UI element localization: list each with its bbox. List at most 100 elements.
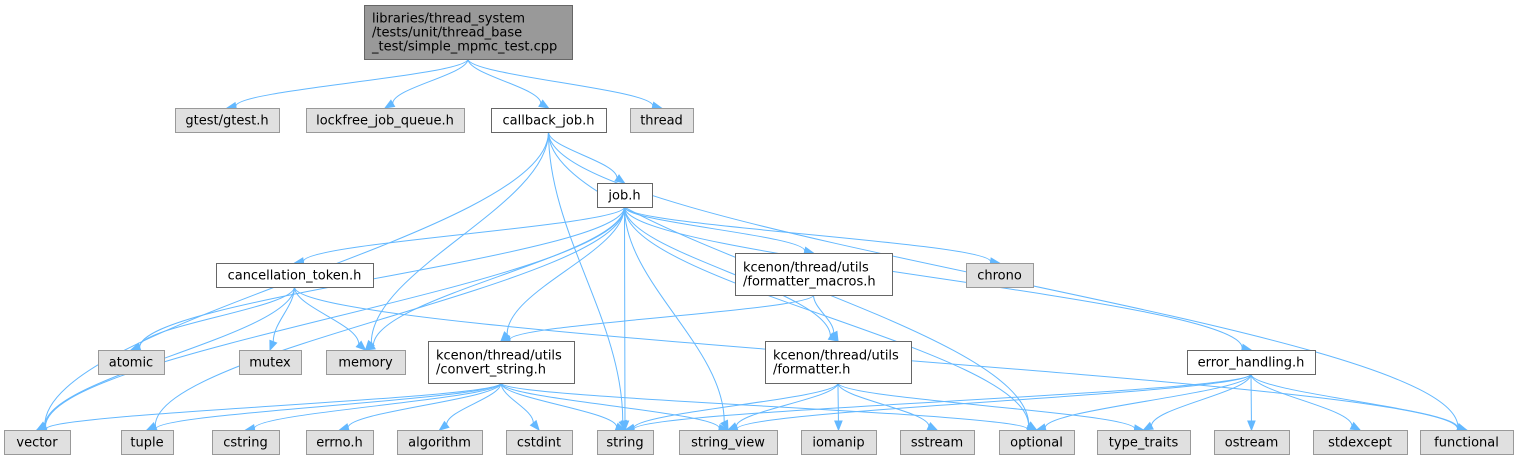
- node-label-atomic-0: atomic: [109, 356, 153, 371]
- node-label-callback-0: callback_job.h: [503, 114, 595, 129]
- edge-convert-to-tuple: [145, 382, 502, 434]
- node-box-cstring: [212, 430, 280, 455]
- node-errh[interactable]: error_handling.h: [1187, 350, 1316, 375]
- node-label-tuple-0: tuple: [130, 436, 163, 451]
- node-label-errno-0: errno.h: [316, 436, 363, 451]
- edge-job-to-cancel: [293, 206, 625, 266]
- edge-job-to-memory: [364, 206, 625, 351]
- edge-convert-to-vector: [35, 382, 502, 434]
- node-gtest: gtest/gtest.h: [175, 108, 280, 133]
- node-box-chrono: [966, 263, 1034, 288]
- node-box-algorithm: [397, 430, 483, 455]
- node-label-gtest-0: gtest/gtest.h: [185, 114, 268, 129]
- node-label-convert-1: /convert_string.h: [436, 363, 546, 378]
- edge-convert-to-cstring: [244, 382, 502, 433]
- node-label-stdexcept-0: stdexcept: [1328, 436, 1392, 451]
- node-label-sstream-0: sstream: [911, 436, 963, 451]
- node-atomic: atomic: [98, 350, 165, 375]
- node-box-string: [597, 430, 654, 455]
- node-box-tuple: [121, 430, 174, 455]
- edge-formatter-to-iomanip: [834, 382, 843, 432]
- node-cstdint: cstdint: [506, 430, 573, 455]
- edge-convert-to-algorithm: [438, 382, 502, 431]
- node-label-fmtmacros-1: /formatter_macros.h: [743, 275, 876, 290]
- node-label-type_traits-0: type_traits: [1109, 436, 1179, 451]
- node-convert[interactable]: kcenon/thread/utils/convert_string.h: [428, 341, 575, 384]
- node-label-root-2: _test/simple_mpmc_test.cpp: [371, 40, 557, 55]
- edge-cancel-to-atomic: [129, 286, 295, 351]
- node-box-stdexcept: [1313, 430, 1408, 455]
- node-callback[interactable]: callback_job.h: [491, 108, 607, 133]
- node-box-vector: [4, 430, 71, 455]
- node-label-convert-0: kcenon/thread/utils: [436, 349, 562, 364]
- edge-root-to-callback: [467, 58, 550, 109]
- edge-callback-to-string: [548, 131, 627, 432]
- edge-errh-to-stdexcept: [1250, 373, 1362, 431]
- node-box-root: [364, 5, 573, 60]
- node-string_view: string_view: [679, 430, 778, 455]
- node-box-sstream: [900, 430, 975, 455]
- node-algorithm: algorithm: [397, 430, 483, 455]
- edge-formatter-to-string: [623, 382, 839, 433]
- node-label-functional-0: functional: [1434, 436, 1499, 451]
- edge-root-to-lockfree: [383, 58, 469, 109]
- node-functional: functional: [1420, 430, 1514, 455]
- node-box-gtest: [175, 108, 280, 133]
- node-box-ostream: [1214, 430, 1290, 455]
- node-optional: optional: [999, 430, 1075, 455]
- node-lockfree: lockfree_job_queue.h: [306, 108, 465, 133]
- node-box-errno: [306, 430, 374, 455]
- node-label-cancel-0: cancellation_token.h: [228, 269, 362, 284]
- node-type_traits: type_traits: [1097, 430, 1191, 455]
- edge-formatter-to-sstream: [837, 382, 939, 431]
- node-label-cstdint-0: cstdint: [517, 436, 561, 451]
- edge-cancel-to-memory: [294, 286, 367, 351]
- node-label-chrono-0: chrono: [977, 269, 1022, 284]
- edge-root-to-gtest: [225, 58, 469, 111]
- node-label-vector-0: vector: [16, 436, 58, 451]
- node-box-iomanip: [801, 430, 877, 455]
- node-box-formatter: [765, 341, 912, 384]
- node-label-root-1: /tests/unit/thread_base: [372, 26, 522, 41]
- node-box-callback: [491, 108, 607, 133]
- node-box-optional: [999, 430, 1075, 455]
- node-cancel[interactable]: cancellation_token.h: [216, 263, 374, 288]
- edge-job-to-convert: [500, 206, 625, 342]
- node-thread: thread: [630, 108, 694, 133]
- node-box-memory: [326, 350, 406, 375]
- edge-fmtmacros-to-convert: [499, 294, 814, 344]
- node-box-convert: [428, 341, 575, 384]
- node-job[interactable]: job.h: [597, 183, 653, 208]
- node-chrono: chrono: [966, 263, 1034, 288]
- edge-root-to-thread: [467, 58, 663, 110]
- node-label-formatter-0: kcenon/thread/utils: [773, 349, 899, 364]
- node-box-atomic: [98, 350, 165, 375]
- edge-errh-to-type_traits: [1142, 373, 1252, 431]
- node-root[interactable]: libraries/thread_system/tests/unit/threa…: [364, 5, 573, 60]
- node-box-lockfree: [306, 108, 465, 133]
- edge-job-to-fmtmacros: [624, 206, 815, 255]
- node-label-mutex-0: mutex: [249, 356, 291, 371]
- node-fmtmacros[interactable]: kcenon/thread/utils/formatter_macros.h: [735, 253, 893, 296]
- node-errno: errno.h: [306, 430, 374, 455]
- node-label-memory-0: memory: [338, 356, 393, 371]
- edge-job-to-errh: [624, 206, 1253, 353]
- edge-convert-to-string: [500, 382, 627, 431]
- edge-callback-to-job: [548, 131, 626, 184]
- node-label-cstring-0: cstring: [223, 436, 267, 451]
- node-box-mutex: [239, 350, 302, 375]
- edge-convert-to-cstdint: [500, 382, 540, 432]
- node-label-lockfree-0: lockfree_job_queue.h: [316, 114, 454, 129]
- edge-fmtmacros-to-formatter: [813, 294, 839, 343]
- node-string: string: [597, 430, 654, 455]
- node-mutex: mutex: [239, 350, 302, 375]
- node-ostream: ostream: [1214, 430, 1290, 455]
- node-box-job: [597, 183, 653, 208]
- node-label-job-0: job.h: [607, 189, 640, 204]
- edge-formatter-to-type_traits: [837, 382, 1145, 433]
- edge-job-to-optional: [624, 206, 1038, 431]
- node-formatter[interactable]: kcenon/thread/utils/formatter.h: [765, 341, 912, 384]
- node-box-cstdint: [506, 430, 573, 455]
- node-box-errh: [1187, 350, 1316, 375]
